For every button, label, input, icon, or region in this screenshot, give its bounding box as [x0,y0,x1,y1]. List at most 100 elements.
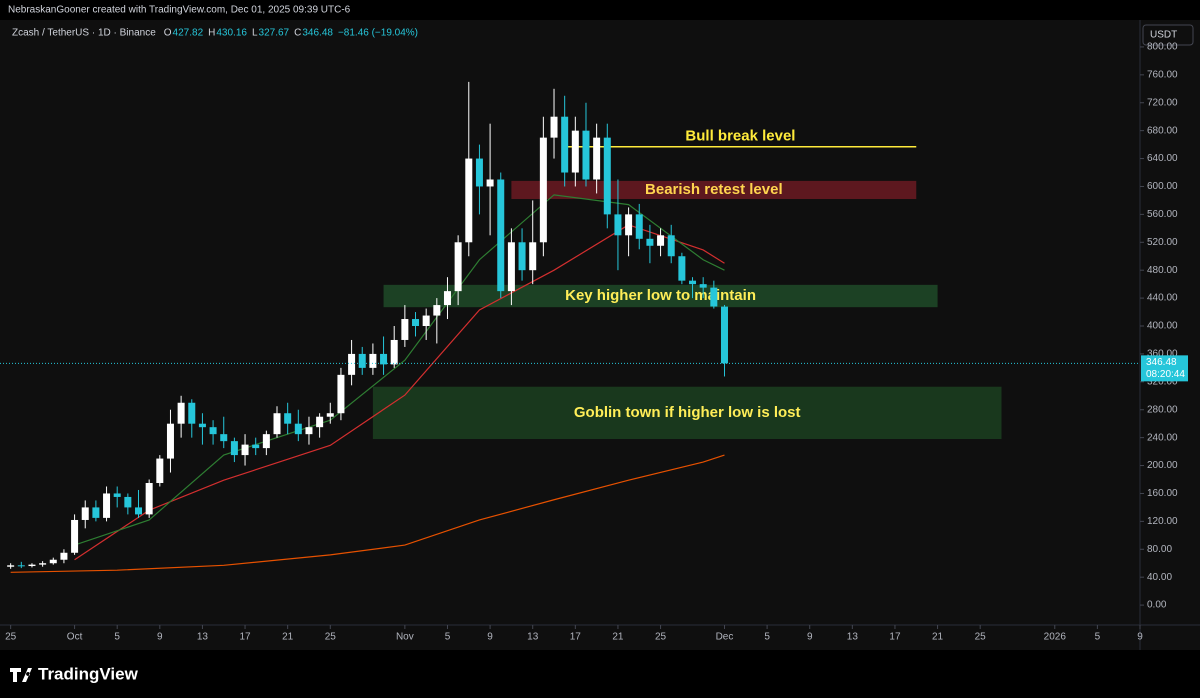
candle-body [486,179,494,187]
x-tick-label: 5 [764,632,770,643]
candle-body [220,434,228,442]
x-tick-label: 25 [5,632,17,643]
candle-body [497,179,505,292]
x-tick-label: 5 [1095,632,1101,643]
candle-body [689,280,697,285]
candle-body [454,242,462,292]
y-tick-label: 440.00 [1147,293,1178,304]
attribution-bar [0,0,1200,20]
candle-body [188,402,196,424]
candle-body [571,130,579,173]
x-tick-label: 5 [445,632,451,643]
ohlc-value: 327.67 [259,28,290,39]
candle-body [699,284,707,288]
candle-body [412,319,420,327]
candle-body [284,413,292,424]
x-tick-label: 5 [114,632,120,643]
candle-body [60,552,68,560]
ohlc-value: 346.48 [302,28,333,39]
candle-body [625,214,633,236]
candle-body [145,482,153,515]
x-tick-label: 17 [239,632,251,643]
candle-body [401,319,409,340]
logo [10,668,32,682]
ohlc-key: C [294,28,301,39]
countdown: 08:20:44 [1146,369,1185,380]
x-tick-label: 13 [197,632,209,643]
candle-body [635,214,643,239]
candle-body [507,242,515,292]
attribution: NebraskanGooner created with TradingView… [8,5,351,16]
y-tick-label: 240.00 [1147,432,1178,443]
ohlc-value: 427.82 [173,28,204,39]
candle-body [177,402,185,424]
zone [511,180,917,200]
y-tick-label: 200.00 [1147,460,1178,471]
currency-button[interactable] [1142,24,1194,46]
annotation-label: Bull break level [685,128,795,145]
candle-body [92,507,100,518]
candle-body [337,374,345,414]
candle-body [369,353,377,368]
candle-body [710,287,718,307]
candle-body [475,158,483,187]
candle-body [657,235,665,246]
footer-bar [0,650,1200,698]
candle-body [561,116,569,173]
candle-body [273,413,281,435]
candle-body [390,339,398,365]
candle-body [646,238,654,246]
zone [372,386,1002,440]
candle-body [326,413,334,417]
candle-body [720,306,728,364]
candle-body [262,434,270,449]
candle-body [678,256,686,281]
ohlc-key: O [164,28,172,39]
candle-body [135,507,143,515]
candle-body [49,559,57,564]
x-tick-label: 25 [975,632,987,643]
candle-body [209,427,217,435]
candle-body [103,493,111,518]
zone [383,284,938,308]
candle-body [305,427,313,435]
y-tick-label: 280.00 [1147,404,1178,415]
candle-body [166,423,174,459]
x-tick-label: 9 [157,632,163,643]
moving-average [10,454,725,573]
y-tick-label: 480.00 [1147,265,1178,276]
candle-body [582,130,590,180]
candle-body [124,496,132,508]
candle-body [241,444,249,456]
logo-icon [10,668,32,682]
candle-body [550,116,558,138]
x-tick-label: 17 [570,632,582,643]
y-tick-label: 600.00 [1147,181,1178,192]
y-tick-label: 40.00 [1147,572,1172,583]
x-tick-label: 25 [325,632,337,643]
candle-body [316,416,324,428]
candle-body [529,242,537,271]
ohlc-key: H [208,28,215,39]
candle-body [7,565,15,567]
y-tick-label: 760.00 [1147,69,1178,80]
y-tick-label: 160.00 [1147,488,1178,499]
annotation-label: Goblin town if higher low is lost [574,404,801,421]
candle-body [518,242,526,271]
last-price-box [1141,355,1188,382]
candle-body [113,493,121,497]
y-tick-label: 560.00 [1147,209,1178,220]
candle-body [156,458,164,483]
y-tick-label: 400.00 [1147,321,1178,332]
candle-body [539,137,547,243]
currency[interactable]: USDT [1150,30,1177,41]
moving-average [74,194,725,546]
ohlc-key: L [252,28,258,39]
x-tick-label: 21 [282,632,294,643]
change: −81.46 (−19.04%) [338,28,418,39]
candle-body [380,353,388,365]
x-tick-label: 17 [889,632,901,643]
x-tick-label: 2026 [1044,632,1067,643]
annotation-label: Key higher low to maintain [565,287,756,304]
candle-body [603,137,611,215]
